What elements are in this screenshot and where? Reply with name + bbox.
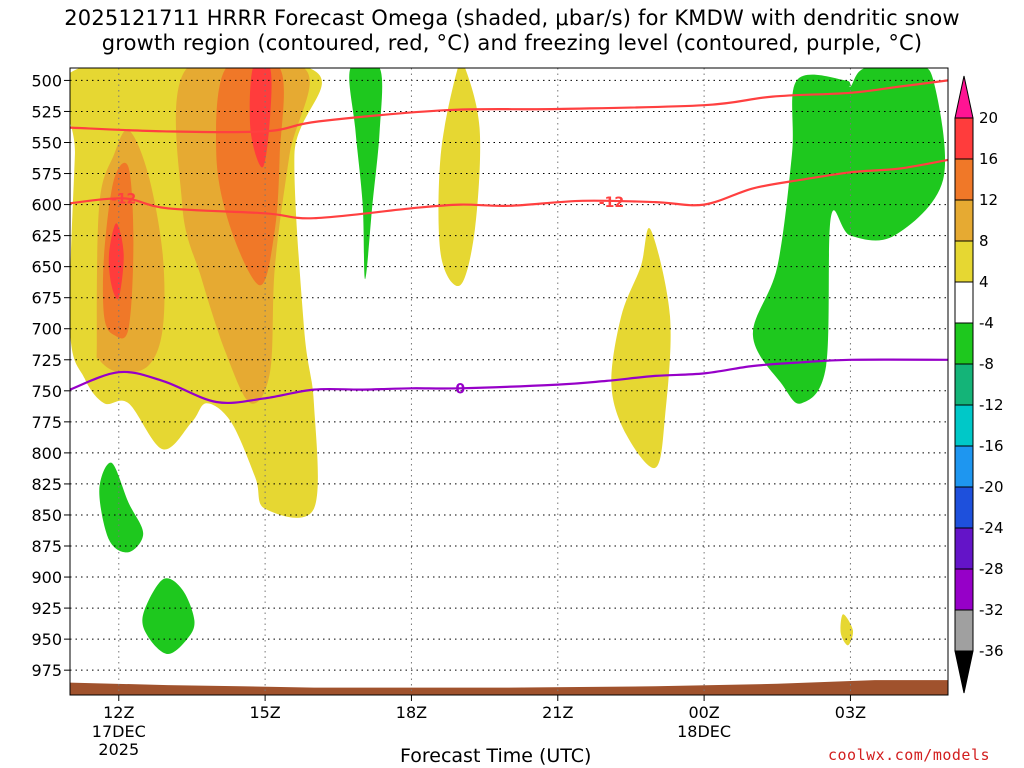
colorbar-segment-12	[954, 609, 974, 652]
freezing-level-label: 0	[455, 381, 465, 397]
colorbar-label-20: 20	[979, 109, 998, 127]
y-tick-label-825: 825	[31, 475, 62, 494]
y-tick-label-675: 675	[31, 289, 62, 308]
y-axis: 500 525 550 575 600 625 650 675 700 725 750 775 800 8…	[31, 71, 70, 680]
omega-region-4-7	[438, 68, 481, 287]
omega-region-16-5	[108, 223, 124, 300]
y-tick-label-625: 625	[31, 227, 62, 246]
omega-region-16-6	[249, 68, 272, 168]
omega-fills	[70, 68, 946, 655]
colorbar-label-neg32: -32	[979, 601, 1004, 619]
chart-title: 2025121711 HRRR Forecast Omega (shaded, …	[0, 6, 1024, 56]
freezing-level-contour	[70, 358, 948, 405]
colorbar-label-neg8: -8	[979, 355, 994, 373]
colorbar-segment-0	[954, 117, 974, 160]
colorbar-segment-5	[954, 322, 974, 365]
dgz-label-1a: -12	[111, 191, 136, 207]
colorbar-segment-11	[954, 568, 974, 611]
y-tick-label-750: 750	[31, 382, 62, 401]
omega-region-neg4-12	[99, 462, 144, 553]
x-tick-label-12Z: 12Z	[103, 703, 134, 722]
contour-lines: -12 -12 0	[70, 79, 948, 405]
colorbar-label-16: 16	[979, 150, 998, 168]
x-tick-label-15Z: 15Z	[249, 703, 280, 722]
colorbar-label-8: 8	[979, 232, 989, 250]
plot-frame	[69, 67, 949, 696]
omega-region-neg4-13	[142, 578, 195, 655]
x-tick-label-03Z: 03Z	[835, 703, 866, 722]
y-tick-label-800: 800	[31, 444, 62, 463]
colorbar-label-neg16: -16	[979, 437, 1004, 455]
colorbar-label-neg28: -28	[979, 560, 1004, 578]
colorbar-label-neg24: -24	[979, 519, 1004, 537]
y-tick-label-575: 575	[31, 165, 62, 184]
colorbar-segment-6	[954, 363, 974, 406]
y-tick-label-650: 650	[31, 258, 62, 277]
colorbar-segment-7	[954, 404, 974, 447]
y-tick-label-725: 725	[31, 351, 62, 370]
colorbar-bottom-arrow	[954, 650, 974, 694]
omega-region-neg4-11	[752, 68, 946, 404]
x-tick-date-00Z: 18DEC	[677, 722, 731, 741]
x-tick-label-21Z: 21Z	[542, 703, 573, 722]
colorbar-segment-10	[954, 527, 974, 570]
y-tick-label-775: 775	[31, 413, 62, 432]
x-tick-date-12Z: 17DEC	[92, 722, 146, 741]
terrain-layer	[70, 680, 948, 695]
y-tick-label-550: 550	[31, 133, 62, 152]
colorbar-label-neg12: -12	[979, 396, 1004, 414]
dgz-contour-1	[70, 158, 948, 220]
chart-title-line1: 2025121711 HRRR Forecast Omega (shaded, …	[64, 6, 960, 30]
y-tick-label-700: 700	[31, 320, 62, 339]
omega-region-4-8	[611, 228, 671, 469]
colorbar-label-4: 4	[979, 273, 989, 291]
colorbar-segment-8	[954, 445, 974, 488]
x-tick-label-00Z: 00Z	[688, 703, 719, 722]
colorbar: 20 16 12 8 4 -4 -8 -12 -16 -20 -24 -28 -32 -36	[954, 75, 1004, 694]
colorbar-label-neg20: -20	[979, 478, 1004, 496]
colorbar-segment-1	[954, 158, 974, 201]
colorbar-label-neg36: -36	[979, 642, 1004, 660]
y-tick-label-500: 500	[31, 71, 62, 90]
y-tick-label-925: 925	[31, 599, 62, 618]
colorbar-segment-9	[954, 486, 974, 529]
terrain-surface	[70, 680, 948, 695]
colorbar-segment-4	[954, 281, 974, 324]
y-tick-label-525: 525	[31, 102, 62, 121]
dgz-label-1b: -12	[599, 195, 624, 211]
y-tick-label-975: 975	[31, 661, 62, 680]
colorbar-label-neg4: -4	[979, 314, 994, 332]
omega-region-4-9	[840, 614, 854, 646]
colorbar-label-12: 12	[979, 191, 998, 209]
y-tick-label-600: 600	[31, 196, 62, 215]
chart-title-line2: growth region (contoured, red, °C) and f…	[101, 31, 923, 55]
x-tick-label-18Z: 18Z	[396, 703, 427, 722]
y-tick-label-950: 950	[31, 630, 62, 649]
colorbar-segment-3	[954, 240, 974, 283]
x-tick-year-12Z: 2025	[98, 740, 139, 759]
y-tick-label-900: 900	[31, 568, 62, 587]
colorbar-top-arrow	[954, 75, 974, 119]
grid-lines	[70, 68, 948, 695]
y-tick-label-875: 875	[31, 537, 62, 556]
credit-text: coolwx.com/models	[828, 746, 991, 764]
y-tick-label-850: 850	[31, 506, 62, 525]
dgz-contour-0	[70, 79, 948, 134]
omega-region-neg4-10	[349, 68, 383, 280]
colorbar-segment-2	[954, 199, 974, 242]
x-axis-label: Forecast Time (UTC)	[400, 745, 592, 767]
